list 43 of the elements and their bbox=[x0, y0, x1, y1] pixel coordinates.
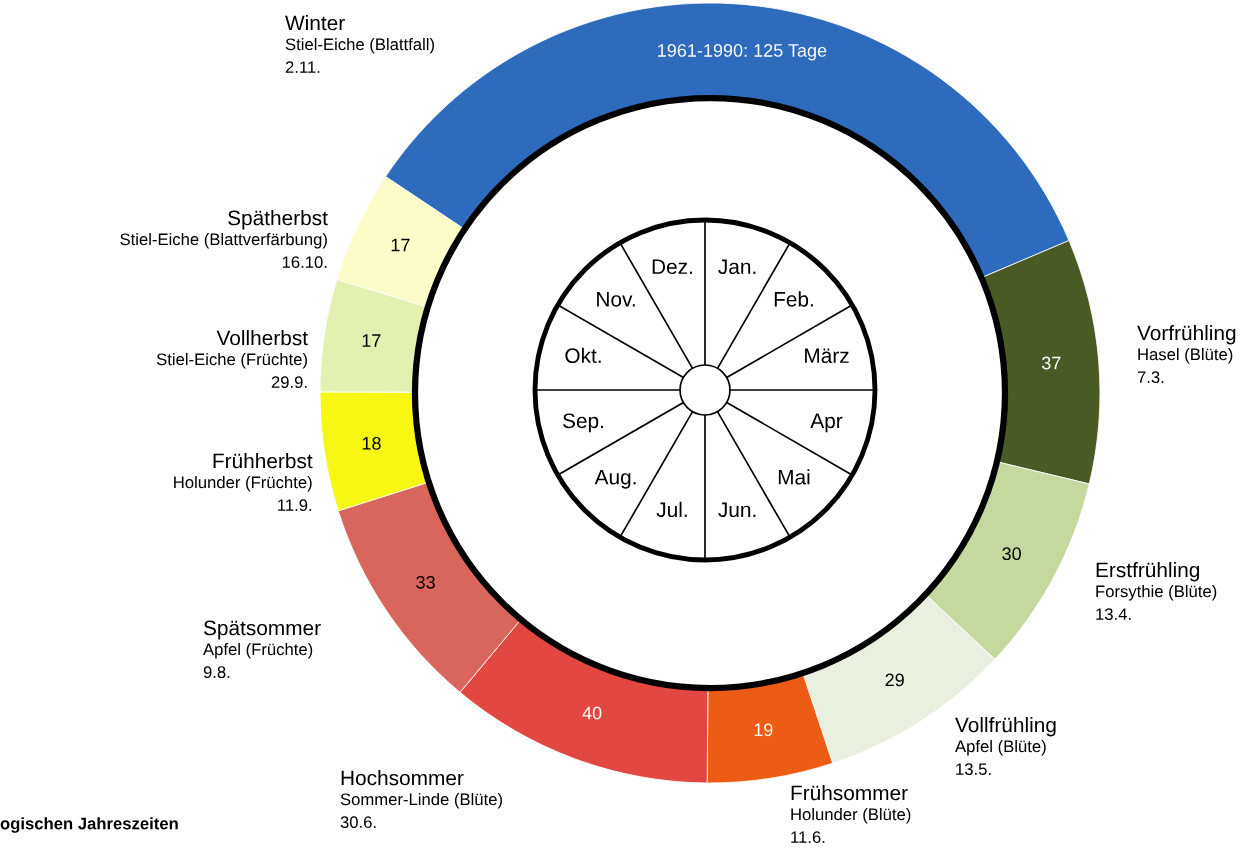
text: Apr bbox=[810, 413, 843, 433]
text: Stiel-Eiche (Früchte) 29.9. bbox=[156, 353, 307, 389]
text: Hasel (Blüte) 7.3. bbox=[1137, 348, 1233, 384]
slice-label: Hochsommer bbox=[341, 770, 464, 786]
text: Stiel-Eiche (Blattverfärbung) 16.10. bbox=[120, 233, 327, 269]
data-label: 40 bbox=[582, 706, 602, 720]
data-label: 33 bbox=[416, 575, 435, 589]
slice-label: Frühherbst bbox=[213, 453, 313, 469]
text: März bbox=[805, 348, 849, 364]
text: Nov. bbox=[597, 292, 635, 307]
text: Dez. bbox=[652, 259, 692, 275]
text: Mai bbox=[778, 469, 810, 485]
text: Stiel-Eiche (Blattfall) 2.11. bbox=[285, 38, 435, 73]
text: Holunder (Früchte) 11.9. bbox=[174, 476, 312, 512]
text: Sommer-Linde (Blüte) 30.6. bbox=[340, 793, 502, 829]
text: ogischen Jahreszeiten bbox=[0, 817, 178, 833]
text: Apfel (Blüte) 13.5. bbox=[955, 740, 1046, 776]
data-label: 17 bbox=[362, 334, 381, 347]
text: Jul. bbox=[656, 501, 687, 518]
text: Jun. bbox=[718, 502, 756, 518]
text: Forsythie (Blüte) 13.4. bbox=[1096, 585, 1217, 621]
text: Aug. bbox=[594, 470, 636, 489]
data-label: 18 bbox=[362, 436, 381, 450]
slice-label: Frühsommer bbox=[791, 785, 908, 801]
data-label: 19 bbox=[754, 723, 773, 737]
slice-label: Winter bbox=[285, 15, 345, 31]
text: Okt. bbox=[565, 347, 601, 364]
text: Feb. bbox=[774, 291, 813, 307]
data-label: 1961-1990: 125 Tage bbox=[658, 44, 827, 61]
data-label: 30 bbox=[1002, 547, 1021, 561]
slice-label: Vollherbst bbox=[216, 330, 308, 346]
text: Holunder (Blüte) 11.6. bbox=[791, 808, 911, 844]
data-label: 17 bbox=[391, 238, 410, 252]
slice-label: Vorfrühling bbox=[1137, 325, 1236, 345]
slice-label: Spätherbst bbox=[228, 210, 328, 230]
slice-label: Vollfrühling bbox=[955, 717, 1056, 737]
data-label: 37 bbox=[1041, 356, 1061, 370]
text: Jan. bbox=[718, 259, 756, 275]
text: Sep. bbox=[563, 413, 604, 433]
data-label: 29 bbox=[885, 673, 904, 687]
text: Apfel (Früchte) 9.8. bbox=[203, 643, 313, 679]
slice-label: Erstfrühling bbox=[1096, 562, 1200, 582]
slice-label: Spätsommer bbox=[203, 620, 321, 640]
